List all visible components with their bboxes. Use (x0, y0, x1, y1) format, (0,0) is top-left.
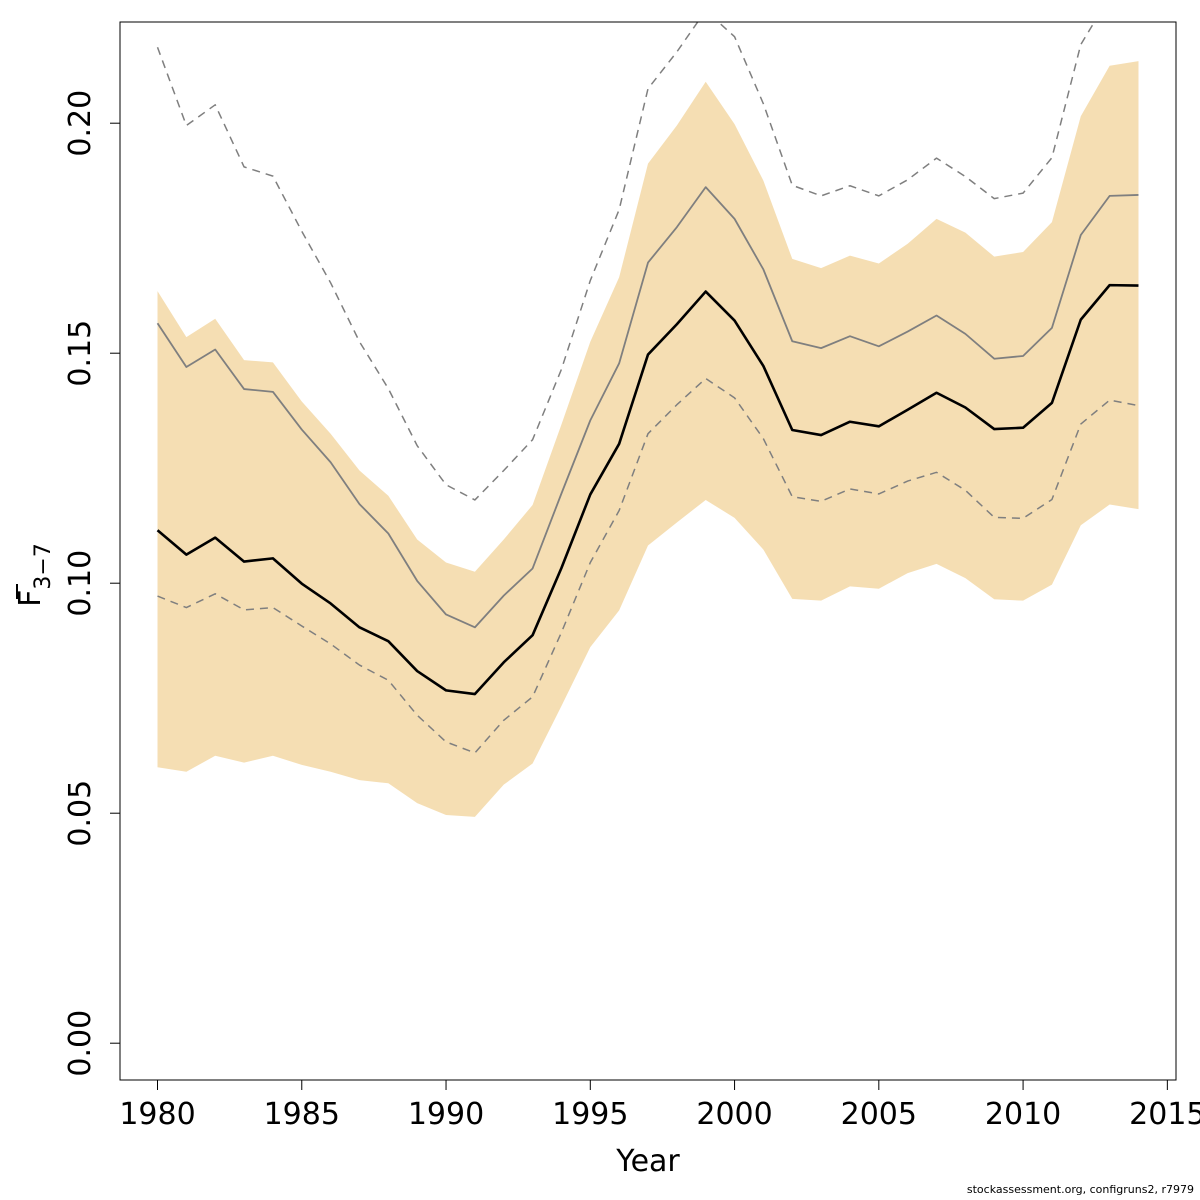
y-axis-title-subscript: 3−7 (31, 543, 56, 589)
plot-area (156, 22, 1139, 817)
alt-estimate-line (156, 186, 1139, 629)
alt-lower-dashed-line (157, 377, 1139, 754)
y-tick-label: 0.20 (63, 90, 98, 157)
alt-upper-dashed-line (156, 22, 1096, 501)
x-axis: 1980 1985 1990 1995 2000 2005 2010 2015 (119, 1079, 1200, 1132)
x-tick-label: 2000 (696, 1097, 772, 1132)
x-tick-label: 2005 (841, 1097, 917, 1132)
y-tick-label: 0.10 (63, 550, 98, 617)
x-tick-label: 1980 (119, 1097, 195, 1132)
y-axis: 0.00 0.05 0.10 0.15 0.20 (63, 90, 121, 1077)
x-tick-label: 1985 (264, 1097, 340, 1132)
confidence-band (157, 61, 1139, 817)
y-tick-label: 0.15 (63, 320, 98, 387)
estimate-line (156, 283, 1139, 696)
footer-credit: stockassessment.org, configruns2, r7979 (966, 1183, 1194, 1196)
x-tick-label: 2015 (1129, 1097, 1200, 1132)
x-axis-title: Year (615, 1144, 680, 1179)
y-axis-title: F3−7 (13, 543, 56, 607)
x-tick-label: 2010 (985, 1097, 1061, 1132)
y-axis-title-main: F (13, 590, 48, 607)
svg-text:F3−7: F3−7 (13, 543, 56, 607)
x-tick-label: 1990 (408, 1097, 484, 1132)
x-tick-label: 1995 (552, 1097, 628, 1132)
y-tick-label: 0.05 (63, 780, 98, 847)
y-tick-label: 0.00 (63, 1010, 98, 1077)
